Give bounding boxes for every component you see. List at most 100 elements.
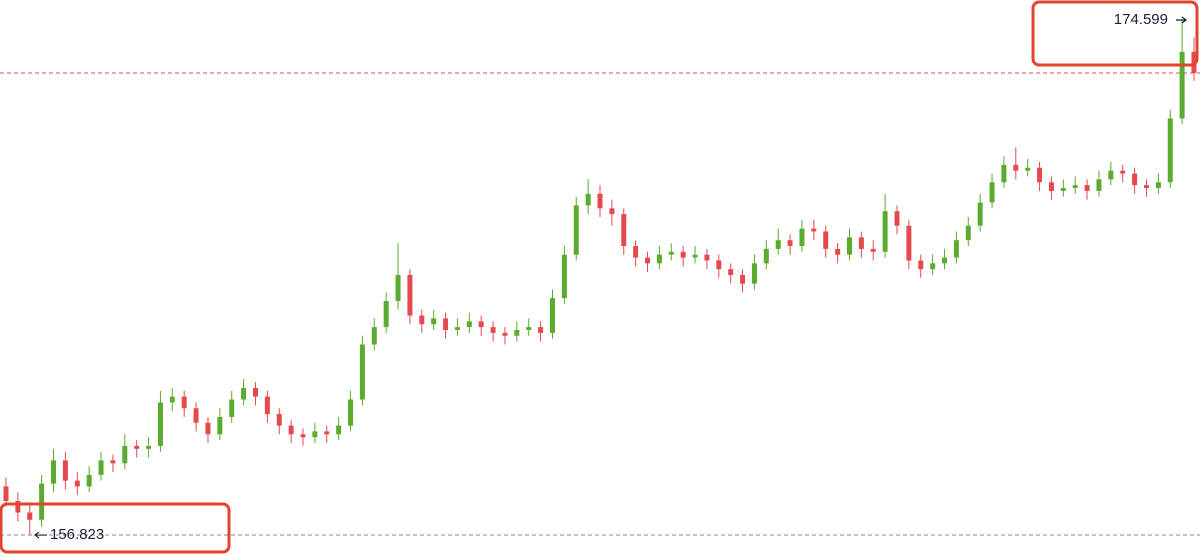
candle-body (419, 315, 425, 325)
candle-body (561, 254, 567, 299)
candle-body (1037, 167, 1043, 183)
candle-body (621, 214, 627, 246)
candle-body (98, 460, 104, 475)
candle-body (169, 396, 175, 403)
candle-body (977, 202, 983, 226)
candle-body (241, 387, 247, 400)
candle-body (466, 321, 472, 328)
candle-body (704, 254, 710, 261)
candle-body (1001, 164, 1007, 183)
candle-body (882, 211, 888, 252)
arrow (34, 531, 47, 539)
candle-body (3, 486, 9, 501)
candle-body (27, 512, 33, 520)
candle-body (609, 208, 615, 215)
candle-body (597, 193, 603, 209)
plot-area (0, 20, 1200, 536)
candle-body (763, 248, 769, 264)
candle-body (775, 240, 781, 249)
candle-body (633, 245, 639, 258)
candle-body (431, 318, 437, 325)
candle-body (300, 434, 306, 438)
candle-body (146, 445, 152, 449)
candle-body (1167, 118, 1173, 183)
candle-body (288, 425, 294, 435)
candle-body (799, 228, 805, 246)
candle-body (395, 274, 401, 302)
candle-body (407, 274, 413, 316)
candle-body (51, 460, 57, 484)
candle-body (740, 274, 746, 284)
candle-body (1060, 188, 1066, 191)
candle-body (858, 237, 864, 249)
candle-body (39, 483, 45, 520)
candle-body (549, 298, 555, 333)
candle-body (1120, 170, 1126, 174)
candle-body (1132, 173, 1138, 186)
candle-body (62, 460, 68, 481)
candle-body (656, 254, 662, 264)
candle-body (965, 225, 971, 241)
candle-body (157, 402, 163, 446)
candle-body (110, 460, 116, 464)
candle-body (454, 327, 460, 331)
candle-body (680, 251, 686, 258)
candle-body (930, 263, 936, 270)
candle-body (181, 396, 187, 409)
candle-body (359, 344, 365, 400)
candle-body (1013, 164, 1019, 171)
candle-body (1072, 185, 1078, 189)
high-price-label: 174.599 (1114, 11, 1168, 28)
candle-body (846, 237, 852, 255)
candle-body (751, 263, 757, 284)
candle-body (502, 332, 508, 336)
candle-body (894, 211, 900, 226)
candle-body (443, 318, 449, 331)
candle-body (478, 321, 484, 328)
candle-body (264, 396, 270, 415)
candle-body (86, 474, 92, 487)
candle-body (336, 425, 342, 435)
highlight-box (0, 502, 231, 554)
candle-body (383, 301, 389, 328)
candle-body (1108, 170, 1114, 180)
candle-body (252, 387, 258, 397)
candle-body (229, 399, 235, 417)
candle-body (526, 327, 532, 331)
candle-body (538, 327, 544, 333)
candle-body (205, 422, 211, 435)
low-price-label: 156.823 (50, 526, 104, 543)
candle-body (692, 254, 698, 258)
candle-body (870, 248, 876, 252)
candle-body (1084, 185, 1090, 191)
candle-body (490, 327, 496, 333)
candle-body (514, 330, 520, 336)
candle-body (1025, 167, 1031, 171)
candle-body (823, 231, 829, 249)
candle-body (1155, 182, 1161, 189)
candle-body (348, 399, 354, 426)
candle-body (953, 240, 959, 258)
candle-body (835, 248, 841, 255)
candle-body (1096, 179, 1102, 191)
arrow (1176, 16, 1187, 24)
candle-body (74, 480, 80, 487)
candle-body (811, 228, 817, 232)
candle-body (906, 225, 912, 261)
candle-body (942, 257, 948, 264)
highlight-box (1031, 0, 1199, 67)
candle-body (1143, 185, 1149, 189)
candle-body (668, 251, 674, 255)
candle-body (312, 431, 318, 438)
candle-body (918, 260, 924, 270)
candle-body (276, 414, 282, 426)
candle-body (324, 431, 330, 435)
candle-body (193, 408, 199, 423)
candle-body (728, 269, 734, 275)
candle-body (15, 500, 21, 513)
candle-body (787, 240, 793, 246)
candle-body (645, 257, 651, 264)
candle-body (122, 445, 128, 464)
